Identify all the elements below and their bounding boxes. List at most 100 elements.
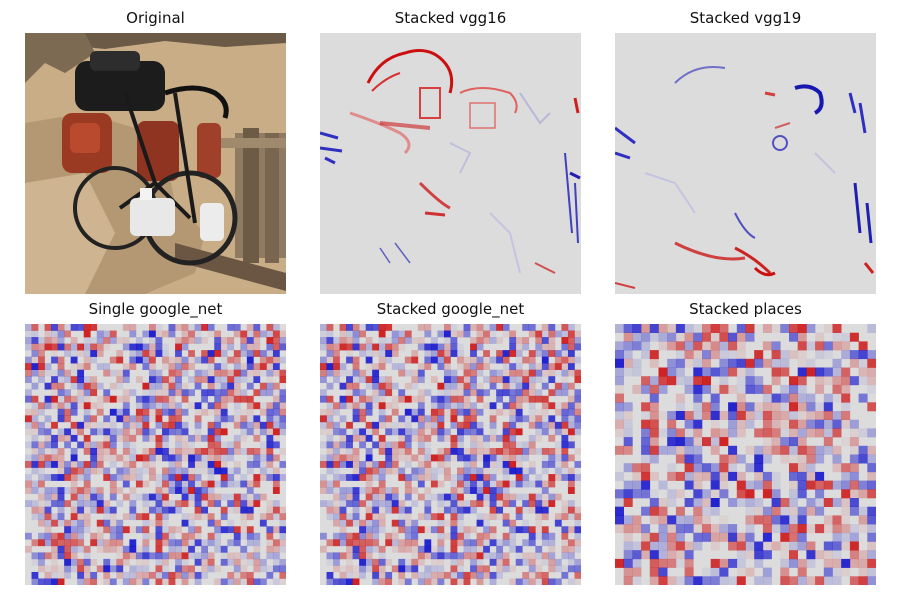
grid-cell [38,500,45,508]
grid-cell [528,441,536,449]
grid-cell [641,524,651,534]
grid-cell [220,493,228,501]
grid-cell [129,552,137,560]
grid-cell [623,541,633,551]
grid-cell [815,524,825,534]
grid-cell [404,474,412,481]
grid-cell [443,571,451,579]
grid-cell [220,389,228,397]
original-photo [25,33,286,294]
grid-cell [25,330,32,338]
grid-cell [528,350,536,357]
grid-cell [90,415,98,423]
grid-cell [398,500,406,508]
grid-cell [561,539,569,547]
grid-cell [719,341,729,351]
grid-cell [496,539,504,547]
grid-cell [352,402,360,410]
grid-cell [632,332,642,342]
grid-cell [693,411,703,420]
heatmap-stacked-google-net [320,324,581,585]
grid-cell [77,565,85,573]
grid-cell [378,350,386,357]
grid-cell [693,324,703,333]
grid-cell [214,395,222,403]
grid-cell [858,341,868,351]
grid-cell [148,382,156,390]
grid-cell [548,545,556,553]
grid-cell [535,500,543,508]
grid-cell [667,437,677,447]
grid-cell [116,565,124,573]
grid-cell [64,376,71,384]
grid-cell [129,565,137,573]
grid-cell [823,324,833,333]
grid-cell [515,454,523,462]
grid-cell [424,461,432,468]
grid-cell [122,402,130,410]
grid-cell [710,463,720,473]
grid-cell [806,506,816,516]
grid-cell [719,358,729,368]
grid-cell [754,454,764,464]
grid-cell [780,411,790,420]
grid-cell [437,421,445,429]
grid-cell [188,513,195,521]
grid-cell [181,382,189,390]
grid-cell [483,487,490,494]
grid-cell [470,565,477,573]
grid-cell [122,441,130,449]
grid-cell [450,376,458,384]
grid-cell [684,515,694,525]
grid-cell [457,519,464,527]
grid-cell [142,506,150,514]
grid-cell [135,421,143,429]
grid-cell [378,447,386,455]
grid-cell [233,369,241,377]
grid-cell [129,545,137,553]
grid-cell [333,532,340,540]
grid-cell [168,376,176,384]
grid-cell [135,454,143,462]
grid-cell [554,421,562,429]
grid-cell [745,358,755,368]
grid-cell [346,421,353,429]
grid-cell [142,571,150,579]
grid-cell [710,419,720,429]
grid-cell [220,545,228,553]
grid-cell [483,447,490,455]
grid-cell [858,454,868,464]
grid-cell [155,558,163,566]
grid-cell [522,552,530,560]
grid-cell [554,474,562,481]
grid-cell [227,454,235,462]
grid-cell [214,428,222,436]
grid-cell [175,558,182,566]
grid-cell [437,402,445,410]
grid-cell [233,376,241,384]
grid-cell [719,454,729,464]
grid-cell [424,447,432,455]
grid-cell [470,545,477,553]
grid-cell [535,493,543,501]
grid-cell [44,571,52,579]
grid-cell [372,493,380,501]
grid-cell [450,408,458,416]
grid-cell [188,350,195,357]
grid-cell [333,421,340,429]
grid-cell [623,480,633,490]
grid-cell [109,532,117,540]
grid-cell [70,539,78,547]
grid-cell [574,376,581,384]
grid-cell [25,376,32,384]
grid-cell [266,565,274,573]
grid-cell [142,343,150,351]
grid-cell [188,330,195,338]
grid-cell [404,382,412,390]
grid-cell [489,513,497,521]
grid-cell [463,363,471,370]
grid-cell [675,324,685,333]
grid-cell [667,428,677,438]
grid-cell [175,369,182,377]
grid-cell [417,578,425,585]
